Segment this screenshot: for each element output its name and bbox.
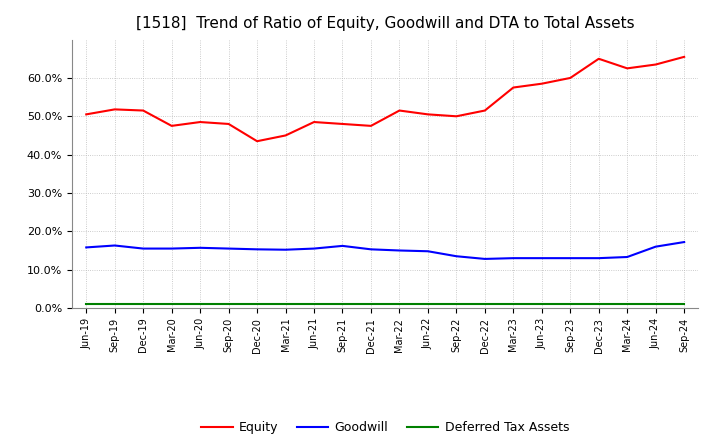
Goodwill xyxy=(310,246,318,251)
Goodwill xyxy=(480,256,489,261)
Deferred Tax Assets xyxy=(167,301,176,307)
Deferred Tax Assets xyxy=(310,301,318,307)
Legend: Equity, Goodwill, Deferred Tax Assets: Equity, Goodwill, Deferred Tax Assets xyxy=(197,416,574,439)
Goodwill xyxy=(82,245,91,250)
Equity xyxy=(423,112,432,117)
Deferred Tax Assets xyxy=(595,301,603,307)
Equity xyxy=(139,108,148,113)
Equity xyxy=(310,119,318,125)
Deferred Tax Assets xyxy=(196,301,204,307)
Equity xyxy=(537,81,546,86)
Goodwill xyxy=(196,245,204,250)
Deferred Tax Assets xyxy=(253,301,261,307)
Line: Goodwill: Goodwill xyxy=(86,242,684,259)
Goodwill xyxy=(537,256,546,261)
Deferred Tax Assets xyxy=(395,301,404,307)
Deferred Tax Assets xyxy=(139,301,148,307)
Equity xyxy=(680,54,688,59)
Deferred Tax Assets xyxy=(509,301,518,307)
Goodwill xyxy=(509,256,518,261)
Goodwill xyxy=(566,256,575,261)
Deferred Tax Assets xyxy=(338,301,347,307)
Goodwill xyxy=(139,246,148,251)
Deferred Tax Assets xyxy=(680,301,688,307)
Goodwill xyxy=(395,248,404,253)
Goodwill xyxy=(680,239,688,245)
Equity xyxy=(452,114,461,119)
Deferred Tax Assets xyxy=(566,301,575,307)
Equity xyxy=(480,108,489,113)
Equity xyxy=(509,85,518,90)
Goodwill xyxy=(110,243,119,248)
Deferred Tax Assets xyxy=(282,301,290,307)
Equity xyxy=(652,62,660,67)
Deferred Tax Assets xyxy=(480,301,489,307)
Goodwill xyxy=(595,256,603,261)
Goodwill xyxy=(423,249,432,254)
Deferred Tax Assets xyxy=(652,301,660,307)
Equity xyxy=(595,56,603,62)
Equity xyxy=(225,121,233,127)
Deferred Tax Assets xyxy=(623,301,631,307)
Goodwill xyxy=(652,244,660,249)
Deferred Tax Assets xyxy=(225,301,233,307)
Goodwill xyxy=(282,247,290,253)
Deferred Tax Assets xyxy=(537,301,546,307)
Goodwill xyxy=(167,246,176,251)
Title: [1518]  Trend of Ratio of Equity, Goodwill and DTA to Total Assets: [1518] Trend of Ratio of Equity, Goodwil… xyxy=(136,16,634,32)
Equity xyxy=(366,123,375,128)
Equity xyxy=(110,107,119,112)
Deferred Tax Assets xyxy=(366,301,375,307)
Goodwill xyxy=(338,243,347,249)
Equity xyxy=(167,123,176,128)
Equity xyxy=(196,119,204,125)
Deferred Tax Assets xyxy=(423,301,432,307)
Goodwill xyxy=(452,253,461,259)
Equity xyxy=(82,112,91,117)
Deferred Tax Assets xyxy=(452,301,461,307)
Deferred Tax Assets xyxy=(82,301,91,307)
Deferred Tax Assets xyxy=(110,301,119,307)
Equity xyxy=(338,121,347,127)
Goodwill xyxy=(623,254,631,260)
Goodwill xyxy=(366,247,375,252)
Equity xyxy=(395,108,404,113)
Equity xyxy=(282,133,290,138)
Goodwill xyxy=(225,246,233,251)
Equity xyxy=(566,75,575,81)
Equity xyxy=(253,139,261,144)
Equity xyxy=(623,66,631,71)
Line: Equity: Equity xyxy=(86,57,684,141)
Goodwill xyxy=(253,247,261,252)
